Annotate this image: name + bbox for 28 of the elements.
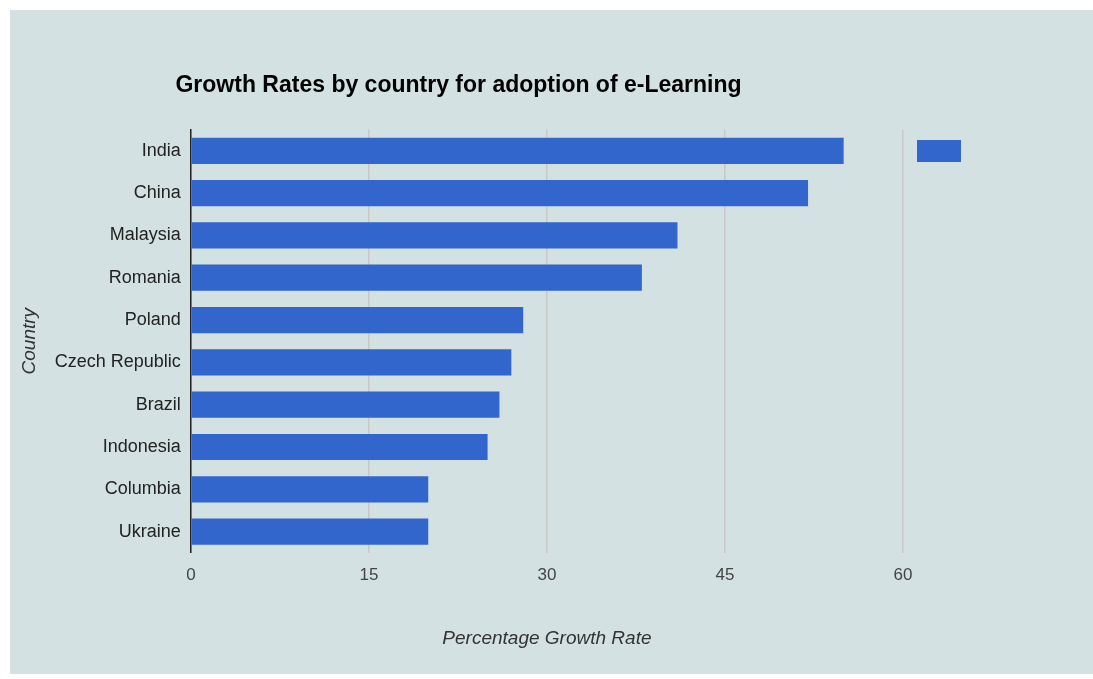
x-axis-title: Percentage Growth Rate — [442, 626, 652, 648]
y-tick-label: Ukraine — [118, 520, 181, 541]
y-tick-label: India — [141, 139, 182, 160]
y-tick-label: Brazil — [135, 393, 181, 414]
bar — [191, 137, 844, 164]
x-tick-label: 60 — [893, 564, 913, 584]
bar — [191, 222, 678, 249]
bar — [191, 433, 488, 461]
x-tick-label: 45 — [715, 564, 735, 584]
y-tick-label: China — [133, 182, 182, 203]
y-tick-label: Indonesia — [102, 435, 182, 456]
bar — [191, 306, 524, 334]
x-tick-label: 0 — [186, 564, 196, 584]
x-tick-label: 30 — [537, 564, 557, 584]
y-tick-label: Czech Republic — [54, 351, 181, 372]
bar — [191, 264, 642, 291]
y-axis-title: Country — [17, 306, 39, 375]
bar — [191, 391, 500, 418]
y-tick-label: Romania — [108, 266, 182, 287]
y-tick-label: Malaysia — [109, 224, 182, 245]
bar — [191, 349, 512, 376]
bar — [191, 476, 429, 503]
x-tick-label: 15 — [359, 564, 379, 584]
chart-title: Growth Rates by country for adoption of e-Learning — [175, 71, 742, 98]
y-tick-label: Poland — [124, 309, 181, 330]
y-tick-label: Columbia — [104, 478, 182, 499]
bar — [191, 179, 809, 207]
bar — [191, 518, 429, 545]
